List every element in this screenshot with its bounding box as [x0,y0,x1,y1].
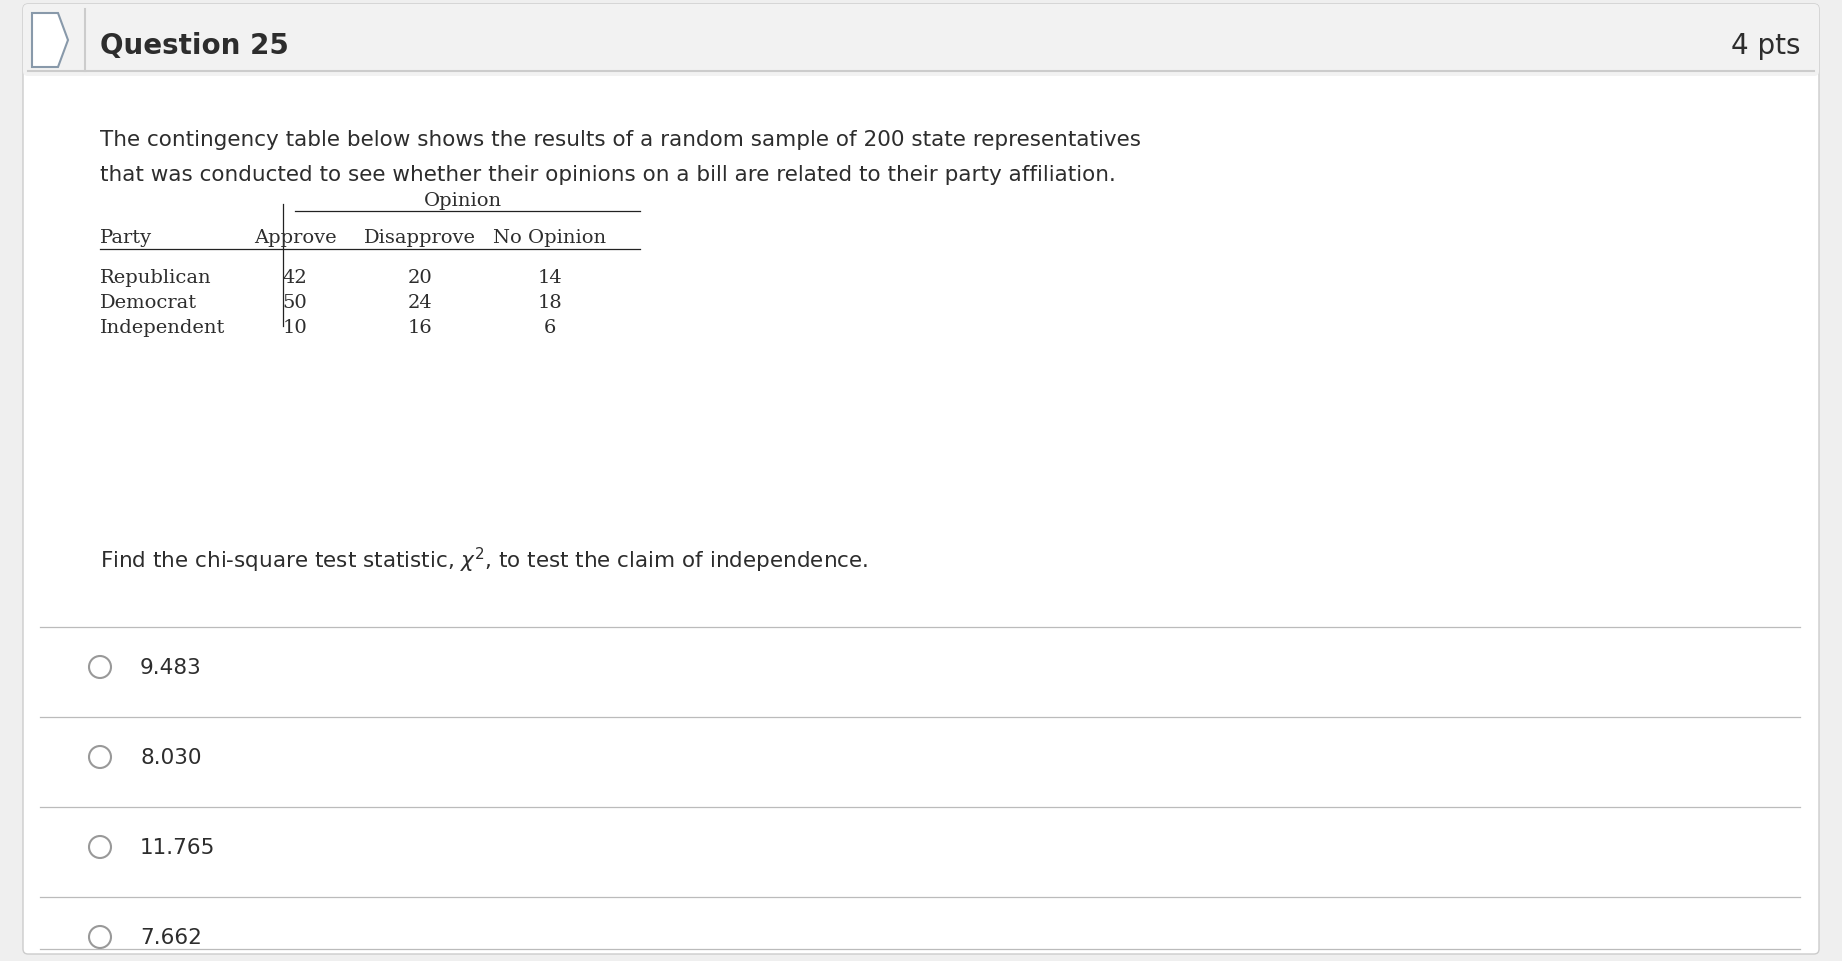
Text: 9.483: 9.483 [140,657,203,678]
Text: Approve: Approve [254,229,337,247]
Text: 50: 50 [282,294,308,311]
FancyBboxPatch shape [22,5,1820,954]
Text: 18: 18 [538,294,562,311]
Text: 4 pts: 4 pts [1730,32,1800,60]
Text: Independent: Independent [99,319,225,336]
Text: 11.765: 11.765 [140,837,216,857]
Text: 10: 10 [282,319,308,336]
Text: 14: 14 [538,269,562,286]
Text: No Opinion: No Opinion [494,229,606,247]
Text: 6: 6 [543,319,556,336]
Text: Question 25: Question 25 [99,32,289,60]
Text: 16: 16 [407,319,433,336]
Text: that was conducted to see whether their opinions on a bill are related to their : that was conducted to see whether their … [99,165,1116,185]
Text: Find the chi-square test statistic, $\chi^2$, to test the claim of independence.: Find the chi-square test statistic, $\ch… [99,545,868,574]
Text: Republican: Republican [99,269,212,286]
Text: 8.030: 8.030 [140,748,201,767]
Text: 42: 42 [282,269,308,286]
Text: 24: 24 [407,294,433,311]
Polygon shape [31,14,68,68]
Text: 7.662: 7.662 [140,927,203,947]
Text: Opinion: Opinion [424,192,501,209]
Text: The contingency table below shows the results of a random sample of 200 state re: The contingency table below shows the re… [99,130,1140,150]
FancyBboxPatch shape [22,5,1820,77]
Text: Disapprove: Disapprove [365,229,475,247]
Text: Party: Party [99,229,153,247]
Text: 20: 20 [407,269,433,286]
Text: Democrat: Democrat [99,294,197,311]
